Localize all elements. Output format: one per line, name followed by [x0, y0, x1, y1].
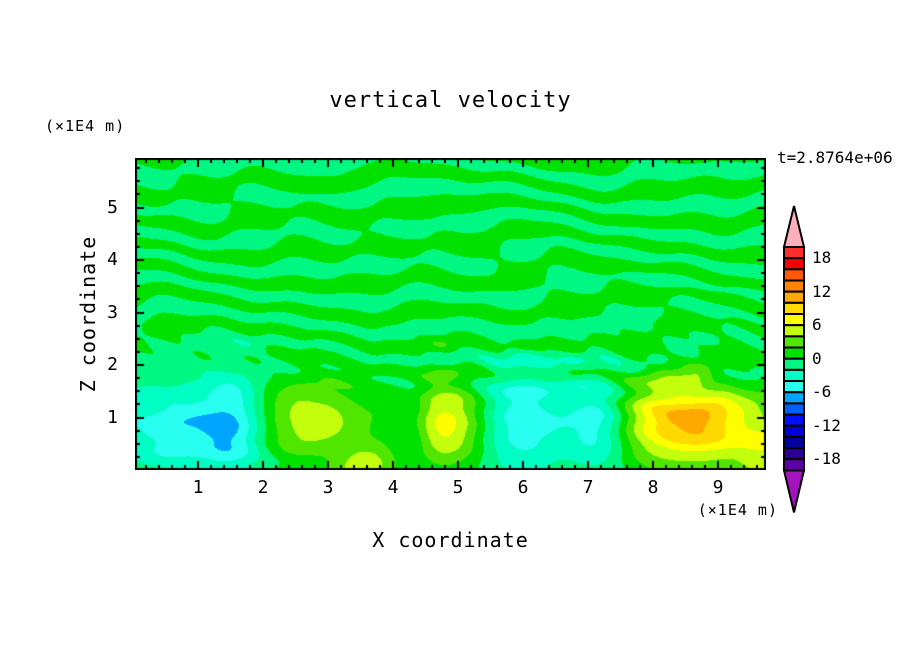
- colorbar-tick-label: 18: [812, 248, 832, 267]
- x-tick-label: 8: [647, 477, 659, 498]
- x-axis-label: X coordinate: [372, 528, 529, 552]
- colorbar-box: [783, 447, 805, 461]
- x-tick-label: 9: [712, 477, 724, 498]
- colorbar-box: [783, 257, 805, 271]
- colorbar-box: [783, 324, 805, 338]
- colorbar-box: [783, 435, 805, 450]
- z-tick-label: 1: [107, 406, 118, 428]
- colorbar-box: [783, 368, 805, 383]
- colorbar-over-arrow: [782, 205, 806, 248]
- colorbar-tick-label: -12: [812, 416, 841, 435]
- z-tick-label: 3: [107, 301, 118, 323]
- colorbar-box: [783, 357, 805, 371]
- z-tick-label: 5: [107, 196, 118, 218]
- colorbar-tick-label: -18: [812, 449, 841, 468]
- colorbar-box: [783, 313, 805, 327]
- x-tick-label: 1: [192, 477, 204, 498]
- x-tick-label: 3: [322, 477, 334, 498]
- colorbar-under-arrow: [782, 469, 806, 513]
- colorbar-tick-label: 6: [812, 315, 822, 334]
- colorbar-box: [783, 301, 805, 316]
- x-tick-label: 5: [452, 477, 464, 498]
- contour-plot-canvas: [135, 158, 766, 470]
- x-axis-unit-label: (×1E4 m): [697, 501, 778, 519]
- colorbar-tick-label: 0: [812, 349, 822, 368]
- colorbar-box: [783, 268, 805, 282]
- colorbar-tick-label: 12: [812, 282, 832, 301]
- x-tick-label: 4: [387, 477, 399, 498]
- colorbar-box: [783, 290, 805, 304]
- colorbar-scale: [782, 205, 806, 513]
- x-tick-label: 2: [257, 477, 269, 498]
- z-axis-label: Z coordinate: [76, 235, 100, 393]
- colorbar-box: [783, 380, 805, 394]
- colorbar-tick-label: -6: [812, 382, 832, 401]
- z-axis-unit-label: (×1E4 m): [45, 117, 126, 135]
- z-tick-label: 4: [107, 249, 118, 270]
- colorbar: [770, 198, 900, 532]
- colorbar-box: [783, 458, 805, 472]
- colorbar-box: [783, 246, 805, 260]
- time-annotation: t=2.8764e+06: [777, 148, 893, 167]
- colorbar-box: [783, 335, 805, 349]
- colorbar-box: [783, 402, 805, 416]
- z-tick-label: 2: [107, 354, 118, 375]
- colorbar-box: [783, 346, 805, 360]
- colorbar-box: [783, 424, 805, 438]
- colorbar-box: [783, 391, 805, 405]
- x-tick-label: 6: [517, 477, 529, 498]
- plot-title: vertical velocity: [329, 88, 572, 113]
- colorbar-box: [783, 279, 805, 293]
- x-tick-label: 7: [582, 477, 594, 498]
- colorbar-box: [783, 413, 805, 427]
